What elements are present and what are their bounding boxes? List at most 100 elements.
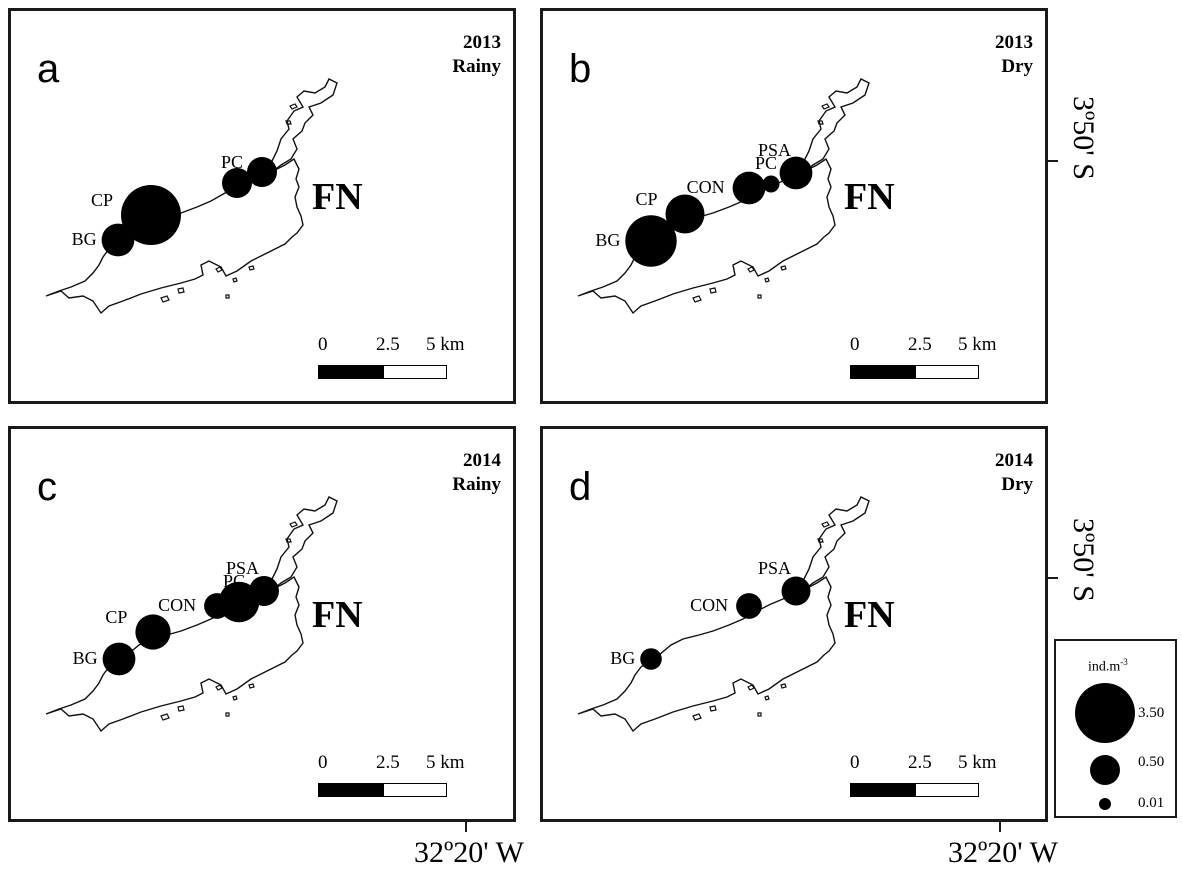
scale-bar: 0 2.5 5 km — [318, 752, 465, 803]
northeast-coastline — [798, 496, 870, 590]
legend-label-large: 3.50 — [1138, 705, 1165, 721]
panel-letter: d — [569, 465, 592, 509]
scale-bar-black-segment — [318, 783, 384, 797]
islet — [764, 277, 770, 283]
site-label-bg: BG — [610, 648, 636, 668]
islet — [780, 683, 787, 689]
panel-year: 2013 — [995, 32, 1033, 53]
islet — [285, 120, 292, 125]
site-marker-con — [736, 593, 762, 619]
islet — [821, 521, 830, 528]
scale-bar-label: 5 km — [958, 752, 997, 773]
site-marker-psa — [249, 576, 279, 606]
scale-bar-white-segment — [383, 365, 447, 379]
islet — [757, 712, 762, 717]
island-map — [577, 496, 870, 733]
island-label: FN — [312, 594, 363, 636]
scale-bar-label: 0 — [318, 334, 328, 355]
site-marker-bg — [640, 648, 662, 670]
island-label: FN — [312, 176, 363, 218]
islet — [289, 521, 298, 528]
panel-letter: c — [37, 465, 57, 509]
islet — [248, 265, 255, 271]
islet — [817, 120, 824, 125]
site-label-con: CON — [158, 595, 197, 615]
islet — [215, 684, 223, 691]
map-panel-d: BG CON PSA d 2014 Dry FN 0 2.5 5 km — [540, 426, 1048, 822]
island-map — [45, 78, 338, 315]
islet — [285, 538, 292, 543]
scale-bar-label: 0 — [318, 752, 328, 773]
islet — [692, 713, 702, 721]
site-label-cp: CP — [635, 189, 658, 209]
scale-bar-label: 0 — [850, 334, 860, 355]
site-label-cp: CP — [91, 190, 114, 210]
site-marker-con — [732, 171, 766, 205]
site-label-con: CON — [686, 177, 725, 197]
island-map — [45, 496, 338, 733]
scale-bar-label: 0 — [850, 752, 860, 773]
islet — [780, 265, 787, 271]
site-label-pc: PC — [221, 152, 244, 172]
scale-bar-white-segment — [383, 783, 447, 797]
scale-bar-white-segment — [915, 365, 979, 379]
site-label-bg: BG — [71, 229, 97, 249]
map-panel-c: BG CP CON PC PSA c 2014 Rainy FN 0 2.5 5 km — [8, 426, 516, 822]
site-marker-bg — [102, 642, 136, 676]
scale-bar-black-segment — [318, 365, 384, 379]
islet — [747, 684, 755, 691]
site-label-pc: PC — [755, 153, 778, 173]
longitude-label: 32º20' W — [948, 836, 1058, 869]
map-panel-a: CP BG PC a 2013 Rainy FN 0 2.5 5 km — [8, 8, 516, 404]
northeast-coastline — [798, 78, 870, 172]
scale-bar-label: 2.5 — [376, 334, 400, 355]
islet — [821, 103, 830, 110]
islet — [764, 695, 770, 701]
site-label-bg: BG — [72, 648, 98, 668]
islet — [225, 294, 230, 299]
site-marker-bg — [625, 215, 677, 267]
site-marker-pc — [222, 168, 252, 198]
site-label-con: CON — [690, 595, 729, 615]
panel-letter: a — [37, 47, 60, 91]
islet — [817, 538, 824, 543]
site-label-psa: PSA — [758, 140, 792, 160]
scale-bar-label: 2.5 — [908, 334, 932, 355]
island-map — [577, 78, 870, 315]
latitude-tick — [1048, 577, 1058, 579]
islet — [215, 266, 223, 273]
longitude-tick — [999, 822, 1001, 832]
islet — [177, 287, 185, 294]
island-label: FN — [844, 594, 895, 636]
map-panel-b: BG CP CON PC PSA b 2013 Dry FN 0 2.5 5 km — [540, 8, 1048, 404]
islet — [757, 294, 762, 299]
site-marker-psa — [247, 157, 277, 187]
scale-bar: 0 2.5 5 km — [318, 334, 465, 385]
site-label-pc: PC — [223, 571, 246, 591]
islet — [232, 695, 238, 701]
scale-bar-label: 2.5 — [908, 752, 932, 773]
longitude-label: 32º20' W — [414, 836, 524, 869]
panel-letter: b — [569, 47, 592, 91]
density-legend: ind.m-3 3.50 0.50 0.01 — [1054, 639, 1177, 818]
northeast-coastline — [266, 78, 338, 172]
site-label-psa: PSA — [226, 558, 260, 578]
legend-circle-small — [1099, 798, 1111, 810]
site-marker-cp — [121, 185, 181, 245]
islet — [225, 712, 230, 717]
scale-bar-black-segment — [850, 783, 916, 797]
scale-bar-black-segment — [850, 365, 916, 379]
island-label: FN — [844, 176, 895, 218]
latitude-label: 3º50' S — [1067, 518, 1100, 602]
scale-bar-white-segment — [915, 783, 979, 797]
panel-season: Rainy — [452, 474, 501, 495]
latitude-label: 3º50' S — [1067, 96, 1100, 180]
site-marker-pc — [762, 175, 780, 193]
longitude-tick — [465, 822, 467, 832]
islet — [177, 705, 185, 712]
scale-bar-label: 5 km — [426, 752, 465, 773]
islet — [248, 683, 255, 689]
panel-season: Dry — [1001, 56, 1033, 77]
scale-bar: 0 2.5 5 km — [850, 334, 997, 385]
islet — [709, 287, 717, 294]
